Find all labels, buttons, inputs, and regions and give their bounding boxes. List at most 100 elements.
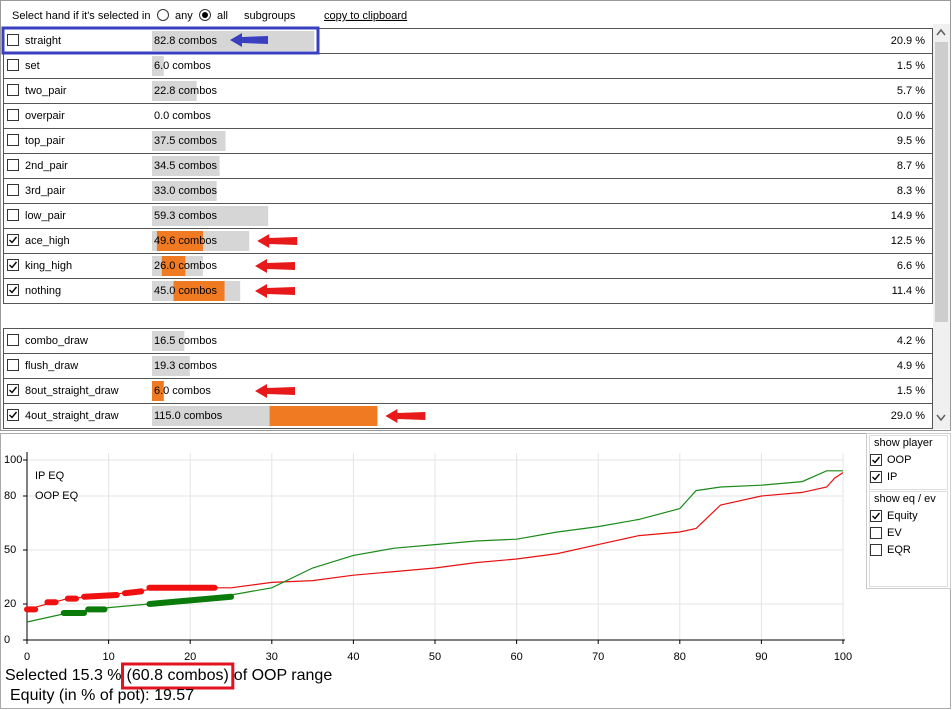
row[interactable] [3,53,933,79]
hand-name: 3rd_pair [25,185,66,197]
hand-name: king_high [25,260,72,272]
checkbox[interactable] [7,134,19,146]
combos-bar [152,156,220,176]
radio[interactable] [157,9,169,21]
hand-percent: 20.9 % [891,35,925,47]
row[interactable] [3,228,933,254]
hand-name: combo_draw [25,335,88,347]
summary-combos: (60.8 combos) [127,667,229,684]
hand-percent: 11.4 % [892,285,926,297]
combos-unit: combos [184,410,223,422]
checkbox[interactable] [870,471,882,483]
row[interactable] [3,178,933,204]
x-tick-label: 50 [429,651,441,663]
option-label[interactable]: IP [887,471,897,483]
checkbox[interactable] [870,454,882,466]
combos-bar [152,131,226,151]
combos-unit: combos [178,135,217,147]
checkbox[interactable] [7,84,19,96]
combos-text: 19.3 combos [154,360,217,372]
check-mark [9,261,18,269]
combos-value: 115.0 [154,410,181,422]
checkbox[interactable] [7,109,19,121]
scrollbar-thumb[interactable] [935,42,948,322]
row[interactable] [3,253,933,279]
combos-text: 59.3 combos [154,210,217,222]
row[interactable] [3,328,933,354]
combos-unit: combos [178,185,217,197]
row[interactable] [3,103,933,129]
combos-unit: combos [172,110,211,122]
checkbox[interactable] [870,527,882,539]
checkbox[interactable] [7,209,19,221]
checkbox[interactable] [7,359,19,371]
checkbox[interactable] [7,234,19,246]
row[interactable] [3,153,933,179]
hand-name: 8out_straight_draw [25,385,119,397]
row[interactable] [3,28,933,54]
checkbox[interactable] [7,34,19,46]
hand-name: 4out_straight_draw [25,410,119,422]
x-tick-label: 80 [674,651,686,663]
filter-label: Select hand if it's selected in [12,10,150,22]
checkbox[interactable] [870,510,882,522]
radio-label[interactable]: any [175,10,193,22]
hand-percent: 1.5 % [897,385,925,397]
x-tick-label: 100 [834,651,852,663]
row[interactable] [3,378,933,404]
combos-value: 6.0 [154,385,169,397]
combos-unit: combos [178,160,217,172]
combos-value: 22.8 [154,85,175,97]
scroll-arrows [936,28,946,422]
option-label[interactable]: EQR [887,544,911,556]
checkbox[interactable] [7,259,19,271]
y-tick-label: 0 [4,634,10,646]
option-label[interactable]: Equity [887,510,918,522]
copy-link[interactable]: copy to clipboard [324,10,407,22]
row[interactable] [3,403,933,429]
combos-text: 26.0 combos [154,260,217,272]
row[interactable] [3,78,933,104]
hand-name: nothing [25,285,61,297]
row[interactable] [3,278,933,304]
option-label[interactable]: EV [887,527,902,539]
checkbox[interactable] [7,334,19,346]
group-box [869,491,948,587]
arrow [230,33,268,47]
check-mark [872,512,881,520]
combos-text: 45.0 combos [154,285,217,297]
checkbox[interactable] [870,544,882,556]
y-tick-label: 100 [4,454,22,466]
selected-range [24,584,218,613]
hand-name: flush_draw [25,360,78,372]
group-title: show player [874,437,933,449]
combos-text: 34.5 combos [154,160,217,172]
combos-value: 19.3 [154,360,175,372]
arrow [385,409,426,423]
hand-name: 2nd_pair [25,160,68,172]
option-label[interactable]: OOP [887,454,911,466]
hand-percent: 9.5 % [897,135,925,147]
checkbox[interactable] [7,184,19,196]
row[interactable] [3,128,933,154]
x-tick-label: 70 [592,651,604,663]
hand-percent: 6.6 % [897,260,925,272]
hand-percent: 4.9 % [897,360,925,372]
combos-bar [152,56,164,76]
x-tick-label: 30 [266,651,278,663]
combos-text: 16.5 combos [154,335,217,347]
row[interactable] [3,353,933,379]
radio-label[interactable]: all [217,10,228,22]
checkbox[interactable] [7,59,19,71]
hand-name: straight [25,35,61,47]
checkbox[interactable] [7,384,19,396]
check-mark [9,286,18,294]
row[interactable] [3,203,933,229]
combos-unit: combos [172,60,211,72]
summary-prefix: Selected 15.3 % [5,667,122,684]
checkbox[interactable] [7,409,19,421]
checkbox[interactable] [7,159,19,171]
y-tick-label: 50 [4,544,16,556]
checkbox[interactable] [7,284,19,296]
